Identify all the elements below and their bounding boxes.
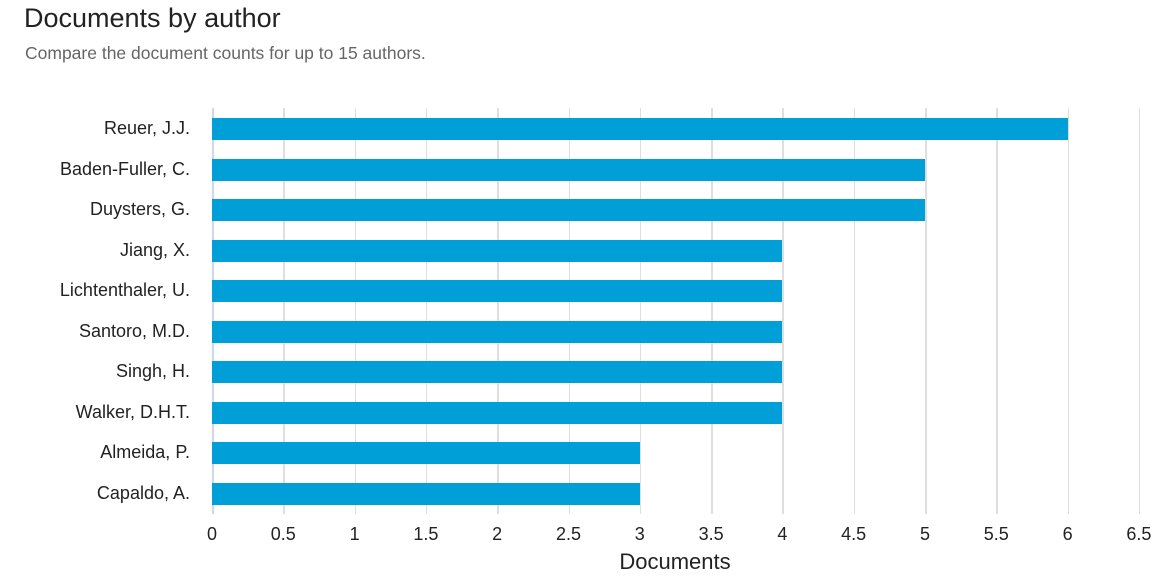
y-axis-label: Baden-Fuller, C. — [59, 158, 190, 179]
gridline — [497, 108, 499, 514]
x-axis-tick-label: 3 — [634, 524, 645, 544]
y-axis-label: Santoro, M.D. — [78, 320, 190, 341]
gridline — [425, 108, 428, 514]
x-axis-tick-label: 2.5 — [555, 524, 582, 544]
gridline — [354, 108, 357, 514]
chart-subtitle: Compare the document counts for up to 15… — [25, 43, 426, 63]
x-axis-tick-label: 4.5 — [841, 524, 867, 544]
x-axis-title: Documents — [619, 549, 731, 574]
gridline — [1138, 108, 1141, 514]
bar[interactable] — [212, 118, 1068, 140]
y-axis-label: Duysters, G. — [89, 199, 190, 219]
x-axis-tick-label: 1 — [349, 524, 360, 544]
y-axis-label: Jiang, X. — [119, 239, 190, 260]
bar[interactable] — [212, 239, 783, 262]
y-axis-label: Almeida, P. — [100, 442, 190, 462]
bar[interactable] — [212, 401, 783, 424]
bar[interactable] — [212, 320, 783, 343]
x-axis-tick-label: 0 — [206, 524, 218, 544]
bar[interactable] — [212, 280, 783, 302]
gridline — [1067, 108, 1070, 514]
x-axis-tick-label: 6 — [1062, 524, 1073, 544]
y-axis-label: Lichtenthaler, U. — [59, 280, 190, 300]
bar[interactable] — [212, 361, 783, 383]
x-axis-tick-label: 0.5 — [270, 524, 296, 544]
chart-title: Documents by author — [24, 3, 281, 33]
gridline — [853, 108, 856, 514]
plot-area — [212, 108, 1151, 514]
y-axis-label: Singh, H. — [115, 361, 190, 381]
bar[interactable] — [212, 482, 640, 505]
y-axis-label: Capaldo, A. — [96, 482, 190, 503]
x-axis-tick-label: 5.5 — [983, 524, 1009, 544]
gridline — [283, 108, 285, 514]
y-axis-label: Walker, D.H.T. — [75, 401, 190, 422]
bar[interactable] — [212, 199, 925, 221]
gridline — [996, 108, 998, 514]
y-axis-line — [212, 108, 214, 514]
y-axis-label: Reuer, J.J. — [103, 118, 190, 138]
x-axis-tick-label: 6.5 — [1126, 524, 1151, 544]
gridline — [925, 108, 927, 514]
x-axis-tick-label: 4 — [777, 524, 788, 544]
bar[interactable] — [212, 442, 640, 464]
x-axis-tick-label: 3.5 — [698, 524, 724, 544]
bar[interactable] — [212, 158, 925, 181]
gridline — [568, 108, 570, 514]
gridline — [639, 108, 642, 514]
x-axis-tick-label: 5 — [919, 524, 931, 544]
x-axis-tick-label: 2 — [492, 524, 503, 544]
gridline — [782, 108, 784, 514]
x-axis-tick-label: 1.5 — [413, 524, 439, 544]
gridline — [711, 108, 713, 514]
